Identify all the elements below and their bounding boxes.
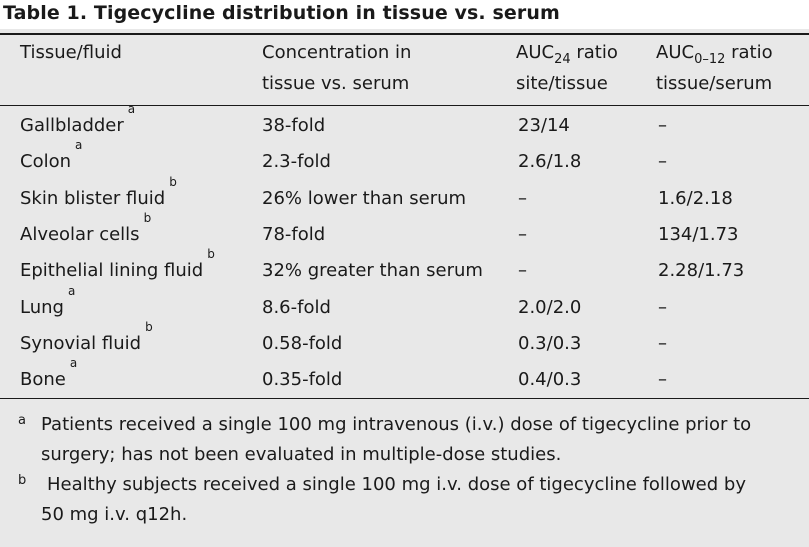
cell-tissue-text: Colon (20, 151, 72, 172)
footnote-line2: surgery; has not been evaluated in multi… (41, 444, 562, 465)
cell-auc24-text: – (518, 260, 527, 281)
cell-tissue-text: Bone (20, 369, 66, 390)
cell-tissue-text: Epithelial lining fluid (20, 260, 204, 281)
cell-concentration-text: 8.6-fold (262, 297, 331, 318)
cell-concentration-text: 0.58-fold (262, 333, 343, 354)
cell-auc24: 0.3/0.3 (518, 333, 581, 355)
table-bottom-rule (0, 398, 809, 399)
cell-auc012-text: – (658, 151, 667, 172)
cell-concentration: 2.3-fold (262, 151, 331, 173)
footnote-marker: a (67, 284, 76, 298)
cell-auc24-text: – (518, 224, 527, 245)
footnote-mark: a (18, 413, 26, 428)
cell-concentration-text: 32% greater than serum (262, 260, 483, 281)
cell-auc012: – (658, 333, 667, 355)
header-auc012-sub: 0–12 (694, 52, 726, 67)
header-auc012-post: ratio (725, 42, 773, 63)
cell-auc012: – (658, 369, 667, 391)
header-concentration: Concentration in tissue vs. serum (262, 37, 411, 99)
header-auc24-sub: 24 (554, 52, 571, 67)
header-auc012-line1: AUC0–12 ratio (656, 37, 773, 68)
cell-auc24: – (518, 260, 527, 282)
cell-auc012-text: – (658, 115, 667, 136)
cell-concentration-text: 26% lower than serum (262, 188, 467, 209)
cell-tissue: Alveolar cellsb (20, 212, 151, 246)
cell-concentration: 78-fold (262, 224, 325, 246)
table-title: Table 1. Tigecycline distribution in tis… (3, 2, 560, 24)
cell-concentration: 0.35-fold (262, 369, 342, 391)
header-concentration-line2: tissue vs. serum (262, 73, 410, 94)
header-rule (0, 105, 809, 106)
cell-auc012-text: 1.6/2.18 (658, 188, 733, 209)
cell-tissue-text: Gallbladder (20, 115, 124, 136)
cell-tissue: Epithelial lining fluidb (20, 248, 215, 282)
cell-concentration-text: 78-fold (262, 224, 326, 245)
footnote-marker: b (143, 211, 152, 225)
footnote-marker: a (75, 138, 83, 152)
cell-auc012-text: 134/1.73 (658, 224, 739, 245)
cell-concentration: 32% greater than serum (262, 260, 483, 282)
cell-auc24-text: 2.0/2.0 (518, 297, 582, 318)
cell-auc012: 2.28/1.73 (658, 260, 744, 282)
cell-concentration: 26% lower than serum (262, 188, 466, 210)
cell-tissue-text: Lung (20, 297, 64, 318)
cell-auc24: 2.6/1.8 (518, 151, 581, 173)
footnote-mark: b (18, 473, 27, 488)
cell-auc24-text: 0.3/0.3 (518, 333, 582, 354)
cell-auc012: – (658, 297, 667, 319)
footnote-marker: b (145, 320, 153, 334)
cell-tissue: Synovial fluidb (20, 321, 153, 355)
cell-auc24: 23/14 (518, 115, 570, 137)
footnote-marker: a (127, 102, 136, 116)
cell-auc012-text: – (658, 297, 667, 318)
header-auc012: AUC0–12 ratio tissue/serum (656, 37, 773, 99)
cell-tissue: Bonea (20, 357, 77, 391)
cell-tissue: Lunga (20, 285, 75, 319)
header-auc24-pre: AUC (516, 42, 555, 63)
footnote-marker: b (207, 247, 215, 261)
cell-auc24-text: 0.4/0.3 (518, 369, 582, 390)
footnote-line1: Healthy subjects received a single 100 m… (47, 474, 746, 495)
cell-tissue-text: Synovial fluid (20, 333, 142, 354)
table-top-rule (0, 33, 809, 35)
cell-concentration-text: 0.35-fold (262, 369, 343, 390)
cell-concentration: 8.6-fold (262, 297, 331, 319)
cell-tissue-text: Alveolar cells (20, 224, 140, 245)
cell-auc24-text: 2.6/1.8 (518, 151, 582, 172)
header-tissue: Tissue/fluid (20, 42, 122, 63)
cell-auc24: – (518, 188, 527, 210)
cell-tissue-text: Skin blister fluid (20, 188, 166, 209)
footnote-marker: a (69, 356, 78, 370)
cell-concentration-text: 2.3-fold (262, 151, 331, 172)
cell-concentration: 0.58-fold (262, 333, 342, 355)
cell-tissue: Gallbladdera (20, 103, 135, 137)
cell-auc012: – (658, 115, 667, 137)
cell-auc012-text: – (658, 369, 667, 390)
footnote-line1: Patients received a single 100 mg intrav… (41, 414, 752, 435)
cell-tissue: Colona (20, 139, 82, 173)
cell-auc012-text: 2.28/1.73 (658, 260, 745, 281)
cell-auc012: – (658, 151, 667, 173)
cell-tissue: Skin blister fluidb (20, 176, 177, 210)
cell-auc012-text: – (658, 333, 667, 354)
table-panel (0, 29, 809, 547)
header-auc012-line2: tissue/serum (656, 73, 773, 94)
cell-auc012: 1.6/2.18 (658, 188, 733, 210)
cell-auc24: 2.0/2.0 (518, 297, 581, 319)
header-auc24-post: ratio (570, 42, 618, 63)
cell-auc24-text: – (518, 188, 527, 209)
header-auc24-line2: site/tissue (516, 73, 608, 94)
cell-auc24-text: 23/14 (518, 115, 570, 136)
header-auc24: AUC24 ratio site/tissue (516, 37, 618, 99)
cell-concentration-text: 38-fold (262, 115, 326, 136)
header-concentration-line1: Concentration in (262, 42, 412, 63)
cell-auc24: – (518, 224, 527, 246)
cell-auc24: 0.4/0.3 (518, 369, 581, 391)
cell-concentration: 38-fold (262, 115, 325, 137)
footnote-marker: b (169, 175, 177, 189)
cell-auc012: 134/1.73 (658, 224, 739, 246)
header-auc24-line1: AUC24 ratio (516, 37, 618, 68)
footnote-line2: 50 mg i.v. q12h. (41, 504, 188, 525)
header-auc012-pre: AUC (656, 42, 695, 63)
